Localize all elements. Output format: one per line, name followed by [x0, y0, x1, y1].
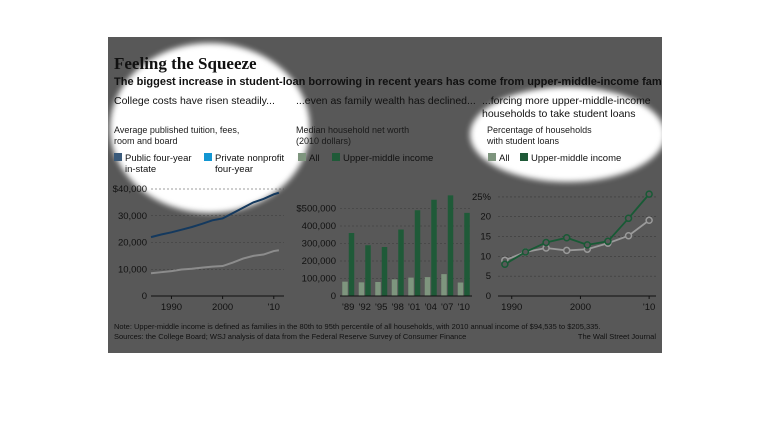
chart2-label-line2: (2010 dollars) [296, 136, 351, 146]
y-tick-label: 0 [486, 291, 491, 302]
legend-swatch-public [114, 153, 122, 161]
y-tick-label: 200,000 [302, 256, 336, 267]
public-series-line [150, 249, 280, 275]
legend-swatch-upper-2 [332, 153, 340, 161]
legend-swatch-all-3 [488, 153, 496, 161]
legend-upper-3: Upper-middle income [531, 153, 621, 164]
chart2-label-line1: Median household net worth [296, 125, 409, 135]
upper-middle-point [604, 237, 612, 246]
x-tick-label: '92 [359, 302, 371, 313]
legend-swatch-private [204, 153, 212, 161]
y-tick-label: $40,000 [113, 184, 147, 195]
y-tick-label: 100,000 [302, 274, 336, 285]
bar-all [441, 274, 447, 296]
legend-public-line1: Public four-year [125, 153, 192, 164]
heading-left: College costs have risen steadily... [114, 95, 275, 107]
bar-upper-middle [381, 247, 388, 296]
legend-all-3: All [499, 153, 510, 164]
heading-middle: ...even as family wealth has declined... [296, 95, 476, 107]
y-tick-label: 20,000 [118, 238, 147, 249]
bar-upper-middle [398, 229, 404, 296]
highlight-spot-right [470, 87, 662, 182]
all-point [562, 246, 571, 255]
x-tick-label: 1990 [501, 302, 522, 313]
x-tick-label: '10 [458, 302, 470, 313]
x-tick-label: '10 [268, 302, 280, 313]
y-tick-label: 0 [142, 291, 147, 302]
x-tick-label: '10 [643, 302, 655, 313]
x-tick-label: '01 [408, 302, 420, 313]
upper-middle-point [624, 214, 633, 223]
x-tick-label: 2000 [570, 302, 591, 313]
upper-middle-series-line [504, 193, 650, 266]
upper-middle-point [562, 233, 571, 242]
y-tick-label: 5 [486, 271, 491, 282]
legend-private-line2: four-year [215, 164, 253, 175]
tuition-line-chart: $40,000 30,000 20,000 10,000 0 1990 2000 '10 [113, 184, 284, 313]
x-tick-label: '98 [392, 302, 404, 313]
y-tick-label: 0 [331, 291, 336, 302]
all-point [645, 216, 653, 225]
x-tick-label: '89 [342, 302, 354, 313]
upper-middle-point [521, 248, 530, 256]
upper-middle-point [583, 241, 592, 249]
y-tick-label: 15 [480, 232, 491, 243]
y-tick-label: 30,000 [118, 211, 147, 222]
y-tick-label: 10 [480, 251, 491, 262]
upper-middle-point [645, 190, 653, 198]
legend-swatch-all-2 [298, 153, 306, 161]
all-point [624, 231, 633, 240]
y-tick-label: $500,000 [296, 204, 336, 215]
legend-all-2: All [309, 153, 320, 164]
bar-upper-middle [414, 210, 421, 296]
graphic-panel: Feeling the Squeeze The biggest increase… [108, 37, 662, 353]
x-tick-label: 1990 [161, 302, 182, 313]
y-tick-label: 300,000 [302, 239, 336, 250]
bar-upper-middle [431, 199, 437, 296]
bar-all [342, 281, 348, 296]
x-tick-label: '07 [441, 302, 453, 313]
heading-right-line1: ...forcing more upper-middle-income [482, 95, 651, 107]
footer-credit: The Wall Street Journal [578, 332, 656, 341]
legend-private-line1: Private nonprofit [215, 153, 285, 164]
footer-note: Note: Upper-middle income is defined as … [114, 322, 601, 331]
chart1-label-line2: room and board [114, 136, 178, 146]
bar-upper-middle [365, 245, 371, 296]
x-tick-label: '95 [375, 302, 387, 313]
chart3-label-line2: with student loans [486, 136, 560, 146]
bar-all [457, 282, 464, 296]
title: Feeling the Squeeze [114, 54, 257, 73]
chart3-label-line1: Percentage of households [487, 125, 592, 135]
y-tick-label: 25% [472, 192, 492, 203]
y-tick-label: 10,000 [118, 264, 147, 275]
infographic-svg: Feeling the Squeeze The biggest increase… [113, 54, 662, 341]
legend-swatch-upper-3 [520, 153, 528, 161]
bar-all [375, 282, 381, 296]
bar-all [424, 277, 431, 296]
y-tick-label: 20 [480, 212, 491, 223]
heading-right-line2: households to take student loans [482, 108, 636, 120]
upper-middle-point [542, 238, 550, 247]
bar-all [358, 282, 365, 296]
y-tick-label: 400,000 [302, 221, 336, 232]
bar-upper-middle [348, 233, 355, 296]
chart1-label-line1: Average published tuition, fees, [114, 125, 239, 135]
student-loans-line-chart: 25% 20 15 10 5 0 1990 2000 '10 [472, 190, 656, 313]
private-series-line [150, 191, 280, 239]
bar-all [408, 277, 414, 296]
x-tick-label: '04 [425, 302, 437, 313]
legend-upper-2: Upper-middle income [343, 153, 433, 164]
bar-all [391, 279, 398, 296]
bar-upper-middle [447, 195, 454, 296]
bar-upper-middle [464, 212, 470, 296]
footer-sources: Sources: the College Board; WSJ analysis… [114, 332, 466, 341]
legend-public-line2: in-state [125, 164, 156, 175]
upper-middle-point [501, 260, 509, 269]
subtitle: The biggest increase in student-loan bor… [114, 76, 662, 88]
net-worth-bar-chart: $500,000 400,000 300,000 200,000 100,000 0 '89… [296, 195, 472, 313]
highlight-spot-left [110, 43, 310, 213]
x-tick-label: 2000 [212, 302, 233, 313]
